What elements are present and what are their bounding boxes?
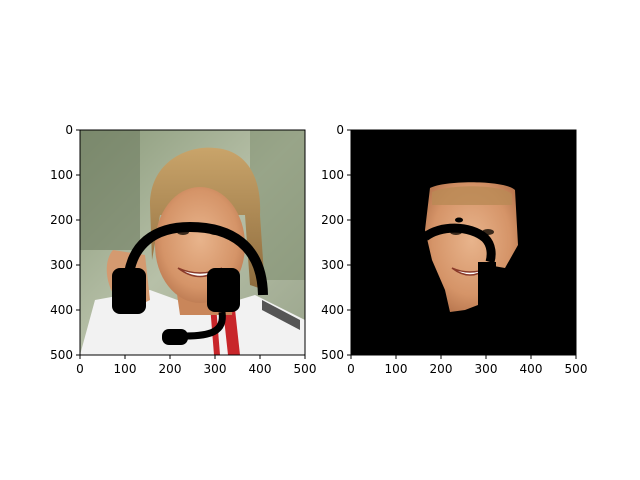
left-xtick-label: 300: [204, 362, 227, 376]
left-ytick-label: 400: [50, 303, 73, 317]
right-xtick-label: 500: [565, 362, 588, 376]
left-xtick-label: 100: [114, 362, 137, 376]
right-xtick-label: 100: [385, 362, 408, 376]
left-xtick-label: 400: [249, 362, 272, 376]
headset-overlay: [112, 221, 268, 345]
left-ytick-label: 100: [50, 168, 73, 182]
right-ytick-label: 300: [321, 258, 344, 272]
left-ytick-label: 0: [65, 123, 73, 137]
left-xtick-label: 500: [294, 362, 317, 376]
right-xtick-label: 200: [430, 362, 453, 376]
right-ytick-label: 0: [336, 123, 344, 137]
right-ytick-label: 400: [321, 303, 344, 317]
left-xtick-label: 200: [159, 362, 182, 376]
left-ytick-label: 200: [50, 213, 73, 227]
right-ytick-label: 100: [321, 168, 344, 182]
right-xtick-label: 300: [475, 362, 498, 376]
right-ytick-label: 200: [321, 213, 344, 227]
left-xtick-label: 0: [76, 362, 84, 376]
right-image: [351, 130, 576, 355]
right-xtick-label: 0: [347, 362, 355, 376]
left-image: [80, 130, 305, 355]
right-ytick-label: 500: [321, 348, 344, 362]
left-ytick-label: 300: [50, 258, 73, 272]
left-ytick-label: 500: [50, 348, 73, 362]
right-xtick-label: 400: [520, 362, 543, 376]
